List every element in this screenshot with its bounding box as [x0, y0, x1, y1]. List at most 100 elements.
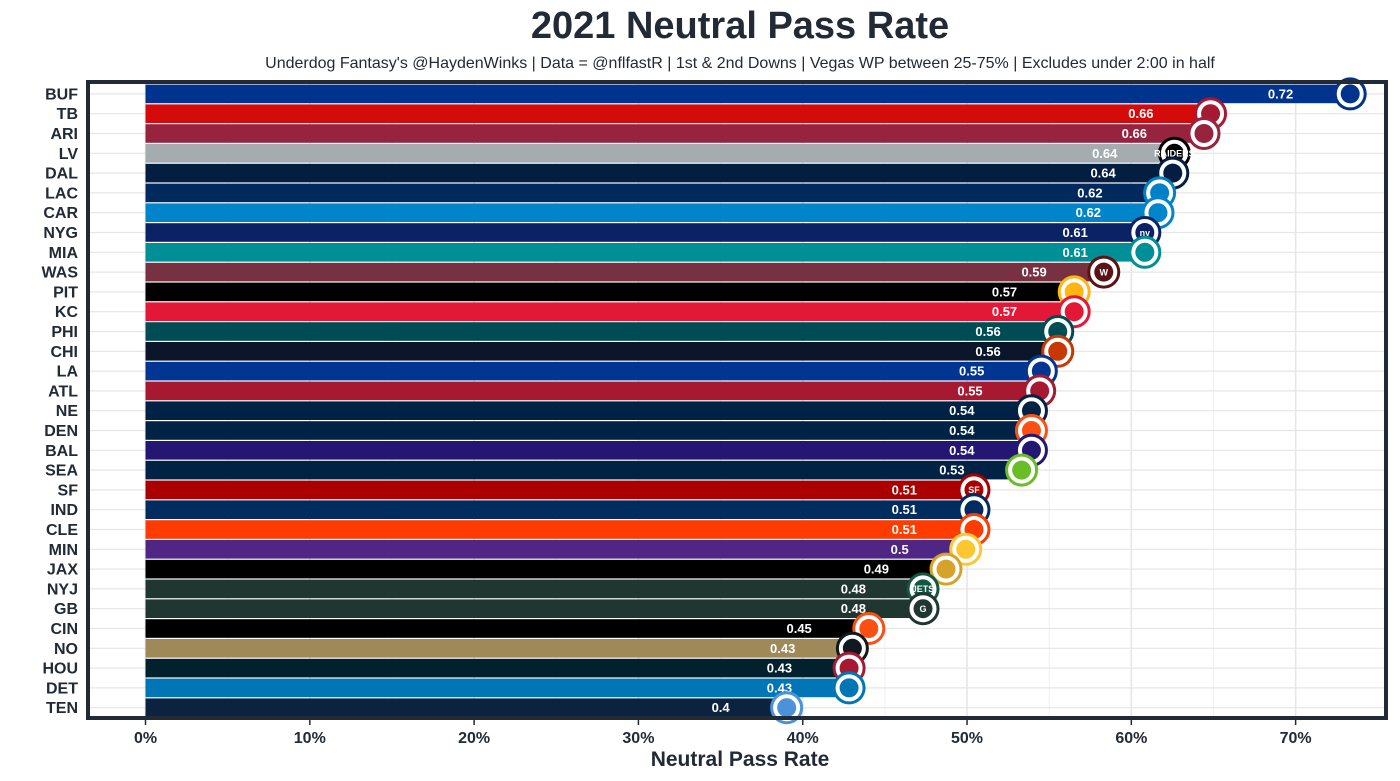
logo-text: ny [1140, 228, 1151, 238]
bar-ne [145, 401, 1030, 420]
value-label-no: 0.43 [770, 641, 795, 656]
value-label-nyj: 0.48 [841, 581, 866, 596]
team-logo-buf [1333, 77, 1367, 111]
bar-den [145, 421, 1030, 440]
value-label-la: 0.55 [959, 364, 984, 379]
logo-emblem [956, 539, 976, 559]
bar-mia [145, 243, 1143, 262]
x-tick-label: 10% [294, 730, 326, 747]
y-tick-car: CAR [43, 205, 78, 222]
logo-emblem [913, 599, 933, 619]
y-tick-min: MIN [49, 542, 78, 559]
y-tick-det: DET [46, 680, 78, 697]
value-label-car: 0.62 [1076, 205, 1101, 220]
value-label-gb: 0.48 [841, 601, 866, 616]
team-logo-jax [929, 552, 963, 586]
bar-jax [145, 559, 945, 579]
team-logo-was: W [1087, 255, 1121, 289]
plot-panel: 0.72 0.66 0.66 0.64 0.64 0.62 0.62 0.61 0.61 0.59… [86, 77, 1388, 725]
value-label-dal: 0.64 [1090, 166, 1116, 181]
bar-lv [145, 144, 1173, 163]
chart-subtitle: Underdog Fantasy's @HaydenWinks | Data =… [265, 55, 1215, 72]
y-tick-den: DEN [44, 423, 78, 440]
bar-bal [145, 441, 1030, 460]
value-label-ari: 0.66 [1122, 126, 1147, 141]
y-tick-kc: KC [55, 304, 79, 321]
value-label-buf: 0.72 [1268, 86, 1293, 101]
team-logo-mia [1128, 235, 1162, 269]
logo-emblem [777, 698, 797, 718]
x-axis-tick-labels: 0% 10% 20% 30% 40% 50% 60% 70% [134, 720, 1312, 747]
y-tick-jax: JAX [47, 562, 78, 579]
value-label-sea: 0.53 [939, 463, 964, 478]
bar-cle [145, 520, 972, 539]
value-label-mia: 0.61 [1063, 245, 1088, 260]
y-tick-la: LA [57, 364, 79, 381]
value-label-den: 0.54 [949, 423, 975, 438]
bar-lac [145, 183, 1158, 203]
bar-nyj [145, 579, 922, 599]
y-tick-sea: SEA [45, 463, 78, 480]
value-labels: 0.72 0.66 0.66 0.64 0.64 0.62 0.62 0.61 0.61 0.59… [712, 86, 1294, 715]
y-tick-ari: ARI [50, 126, 78, 143]
y-tick-ne: NE [56, 403, 79, 420]
x-tick-label: 30% [622, 730, 654, 747]
logo-text: W [1100, 267, 1109, 277]
y-tick-ten: TEN [46, 700, 78, 717]
bar-kc [145, 302, 1073, 321]
bars [145, 84, 1349, 717]
logo-emblem [1064, 302, 1084, 322]
bar-phi [145, 322, 1056, 341]
y-tick-dal: DAL [45, 166, 78, 183]
logo-emblem [1012, 460, 1032, 480]
bar-hou [145, 658, 848, 678]
logo-text: JETS [912, 584, 935, 594]
x-tick-label: 70% [1280, 730, 1312, 747]
y-tick-hou: HOU [42, 661, 78, 678]
value-label-atl: 0.55 [957, 383, 982, 398]
team-logos: RAIDERS ny W SF JETS G [770, 77, 1367, 725]
bar-was [145, 262, 1102, 282]
value-label-bal: 0.54 [949, 443, 975, 458]
logo-emblem [1163, 163, 1183, 183]
logo-emblem [1094, 262, 1114, 282]
value-label-ind: 0.51 [892, 502, 917, 517]
y-tick-mia: MIA [49, 245, 79, 262]
y-tick-bal: BAL [45, 443, 78, 460]
value-label-phi: 0.56 [975, 324, 1000, 339]
bar-dal [145, 163, 1171, 183]
y-tick-atl: ATL [48, 383, 78, 400]
team-logo-dal [1156, 156, 1190, 190]
bar-ind [145, 500, 972, 519]
bar-cin [145, 619, 867, 638]
bar-min [145, 540, 964, 559]
logo-emblem [1148, 203, 1168, 223]
value-label-nyg: 0.61 [1063, 225, 1088, 240]
team-logo-ten [770, 691, 804, 725]
x-tick-label: 0% [134, 730, 157, 747]
bar-buf [145, 84, 1349, 104]
y-axis-team-labels: BUF TB ARI LV DAL LAC CAR NYG MIA WAS PIT KC PHI CHI L… [42, 86, 79, 717]
x-tick-label: 20% [458, 730, 490, 747]
bar-tb [145, 104, 1209, 123]
x-tick-label: 50% [951, 730, 983, 747]
value-label-chi: 0.56 [975, 344, 1000, 359]
value-label-tb: 0.66 [1128, 106, 1153, 121]
logo-emblem [1194, 124, 1214, 143]
value-label-min: 0.5 [891, 542, 909, 557]
y-tick-buf: BUF [45, 86, 78, 103]
y-tick-nyg: NYG [43, 225, 78, 242]
bar-gb [145, 599, 922, 618]
bar-pit [145, 282, 1073, 302]
value-label-lv: 0.64 [1092, 146, 1118, 161]
logo-emblem [839, 678, 859, 698]
bar-atl [145, 381, 1038, 401]
y-tick-gb: GB [54, 601, 78, 618]
y-tick-sf: SF [58, 482, 79, 499]
logo-emblem [1340, 84, 1360, 104]
value-label-was: 0.59 [1021, 265, 1046, 280]
bar-la [145, 361, 1040, 381]
bar-ari [145, 124, 1202, 143]
x-axis-title: Neutral Pass Rate [651, 748, 830, 771]
